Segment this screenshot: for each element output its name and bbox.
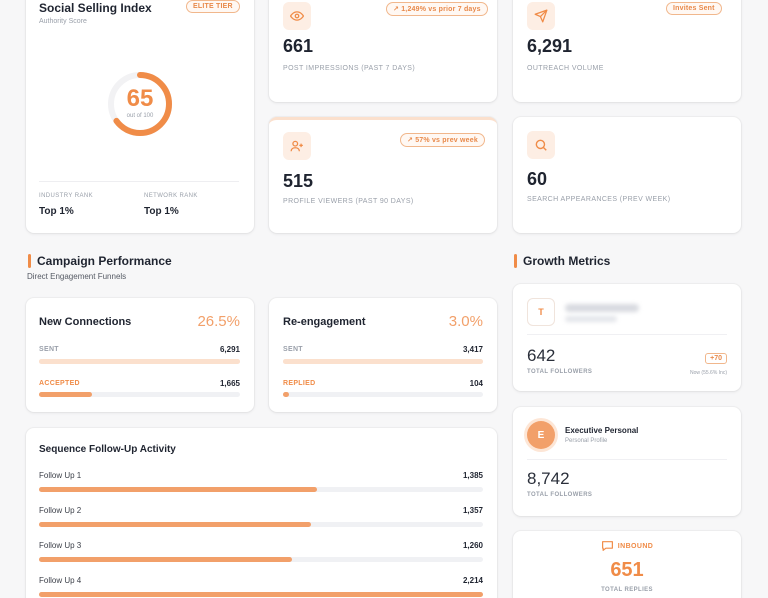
inbound-value: 651 <box>610 559 644 581</box>
reengagement-rate: 3.0% <box>448 313 483 330</box>
reengagement-card: Re-engagement 3.0% SENT 3,417 REPLIED 10… <box>269 298 497 412</box>
company-divider <box>527 334 727 335</box>
personal-divider <box>527 459 727 460</box>
sequence-title: Sequence Follow-Up Activity <box>39 444 176 455</box>
company-followers: 642 <box>527 346 556 365</box>
re-sent-label: SENT <box>283 346 303 353</box>
impressions-trend-badge: ↗ 1,249% vs prior 7 days <box>386 2 488 16</box>
network-rank-value: Top 1% <box>144 206 179 217</box>
score-ring <box>108 72 172 136</box>
search-value: 60 <box>527 169 548 189</box>
follow-up-label: Follow Up 2 <box>39 506 82 515</box>
search-icon <box>527 131 555 159</box>
inbound-card: INBOUND 651 TOTAL REPLIES <box>513 531 741 598</box>
ssi-score: 65 <box>126 85 154 112</box>
impressions-label: POST IMPRESSIONS (PAST 7 DAYS) <box>283 65 416 72</box>
inbound-header: INBOUND <box>513 540 741 552</box>
personal-profile-card: E Executive Personal Personal Profile 8,… <box>513 407 741 516</box>
inbound-label: INBOUND <box>617 542 654 550</box>
nc-sent-bar <box>39 359 240 364</box>
new-connections-title: New Connections <box>39 316 132 328</box>
viewers-label: PROFILE VIEWERS (PAST 90 DAYS) <box>283 198 414 205</box>
eye-icon <box>283 2 311 30</box>
follow-up-bar <box>39 592 483 597</box>
nc-accepted-label: ACCEPTED <box>39 380 80 387</box>
industry-rank-label: INDUSTRY RANK <box>39 193 93 199</box>
nc-accepted-value: 1,665 <box>219 379 240 388</box>
reengagement-title: Re-engagement <box>283 316 366 328</box>
follow-up-value: 2,214 <box>462 576 483 585</box>
tier-badge: ELITE TIER <box>186 0 240 13</box>
send-icon <box>527 2 555 30</box>
company-delta-note: Now (55.6% Inc) <box>690 370 727 376</box>
company-page-card: T 642 TOTAL FOLLOWERS +70 Now (55.6% Inc… <box>513 284 741 391</box>
industry-rank-value: Top 1% <box>39 206 74 217</box>
ssi-subtitle: Authority Score <box>39 18 87 25</box>
new-connections-card: New Connections 26.5% SENT 6,291 ACCEPTE… <box>26 298 254 412</box>
ssi-title: Social Selling Index <box>39 1 152 15</box>
company-delta-badge: +70 <box>705 353 727 364</box>
personal-name: Executive Personal <box>565 426 639 435</box>
personal-followers: 8,742 <box>527 469 570 488</box>
re-sent-bar <box>283 359 483 364</box>
personal-avatar: E <box>527 421 555 449</box>
follow-up-bar <box>39 557 483 562</box>
ssi-score-of: out of 100 <box>126 113 154 119</box>
ssi-card: Social Selling Index Authority Score ELI… <box>26 0 254 233</box>
re-replied-value: 104 <box>469 379 483 388</box>
nc-accepted-bar <box>39 392 240 397</box>
outreach-card: Invites Sent 6,291 OUTREACH VOLUME <box>513 0 741 102</box>
profile-viewers-card: ↗ 57% vs prev week 515 PROFILE VIEWERS (… <box>269 117 497 233</box>
company-name-blurred <box>565 304 639 312</box>
outreach-label: OUTREACH VOLUME <box>527 65 604 72</box>
follow-up-label: Follow Up 1 <box>39 471 82 480</box>
company-followers-label: TOTAL FOLLOWERS <box>527 369 593 375</box>
search-label: SEARCH APPEARANCES (PREV WEEK) <box>527 196 671 203</box>
campaign-section-subtitle: Direct Engagement Funnels <box>27 272 127 281</box>
nc-sent-label: SENT <box>39 346 59 353</box>
follow-up-value: 1,385 <box>462 471 483 480</box>
viewers-value: 515 <box>283 171 314 191</box>
follow-up-value: 1,357 <box>462 506 483 515</box>
inbound-value-label: TOTAL REPLIES <box>601 587 653 593</box>
growth-section-title: Growth Metrics <box>514 254 610 268</box>
sequence-card: Sequence Follow-Up Activity Follow Up 1 … <box>26 428 497 598</box>
re-replied-bar <box>283 392 483 397</box>
outreach-value: 6,291 <box>527 36 573 56</box>
follow-up-bar <box>39 487 483 492</box>
follow-up-bar <box>39 522 483 527</box>
outreach-badge: Invites Sent <box>666 2 722 15</box>
re-replied-label: REPLIED <box>283 380 316 387</box>
user-plus-icon <box>283 132 311 160</box>
search-appearances-card: 60 SEARCH APPEARANCES (PREV WEEK) <box>513 117 741 233</box>
viewers-trend-badge: ↗ 57% vs prev week <box>400 133 485 147</box>
follow-up-value: 1,260 <box>462 541 483 550</box>
impressions-card: ↗ 1,249% vs prior 7 days 661 POST IMPRES… <box>269 0 497 102</box>
company-type-blurred <box>565 316 617 322</box>
campaign-section-title: Campaign Performance <box>28 254 172 268</box>
divider <box>39 181 239 182</box>
network-rank-label: NETWORK RANK <box>144 193 198 199</box>
new-connections-rate: 26.5% <box>197 313 240 330</box>
personal-followers-label: TOTAL FOLLOWERS <box>527 492 593 498</box>
impressions-value: 661 <box>283 36 314 56</box>
personal-type: Personal Profile <box>565 438 608 444</box>
company-avatar: T <box>527 298 555 326</box>
chat-icon <box>601 540 614 552</box>
re-sent-value: 3,417 <box>462 345 483 354</box>
follow-up-label: Follow Up 4 <box>39 576 82 585</box>
follow-up-label: Follow Up 3 <box>39 541 82 550</box>
nc-sent-value: 6,291 <box>219 345 240 354</box>
